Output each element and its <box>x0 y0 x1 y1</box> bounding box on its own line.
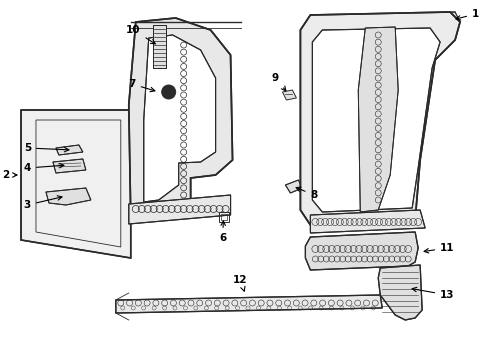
Text: 7: 7 <box>128 79 155 92</box>
Polygon shape <box>144 35 216 202</box>
Text: 2: 2 <box>2 170 17 180</box>
Polygon shape <box>153 25 166 68</box>
Polygon shape <box>46 188 91 205</box>
Text: 1: 1 <box>456 9 479 20</box>
Text: 3: 3 <box>24 196 62 210</box>
Text: 11: 11 <box>424 243 455 253</box>
Polygon shape <box>378 265 422 320</box>
Bar <box>219 212 228 222</box>
Polygon shape <box>129 195 231 224</box>
Polygon shape <box>300 12 460 225</box>
Polygon shape <box>129 18 233 218</box>
Text: 5: 5 <box>24 143 69 153</box>
Polygon shape <box>313 28 440 212</box>
Circle shape <box>162 85 176 99</box>
Text: 9: 9 <box>272 73 286 91</box>
Polygon shape <box>21 110 131 258</box>
Polygon shape <box>390 12 460 30</box>
Polygon shape <box>116 295 382 313</box>
Text: 12: 12 <box>233 275 248 291</box>
Polygon shape <box>286 180 302 193</box>
Polygon shape <box>310 210 425 233</box>
Text: 6: 6 <box>219 221 226 243</box>
Text: 13: 13 <box>412 287 455 300</box>
Polygon shape <box>53 159 86 173</box>
Polygon shape <box>305 232 418 270</box>
Bar <box>220 214 226 220</box>
Text: 8: 8 <box>296 187 318 200</box>
Polygon shape <box>282 90 296 100</box>
Polygon shape <box>56 145 83 155</box>
Text: 4: 4 <box>24 163 64 173</box>
Polygon shape <box>358 27 398 212</box>
Text: 10: 10 <box>126 25 155 44</box>
